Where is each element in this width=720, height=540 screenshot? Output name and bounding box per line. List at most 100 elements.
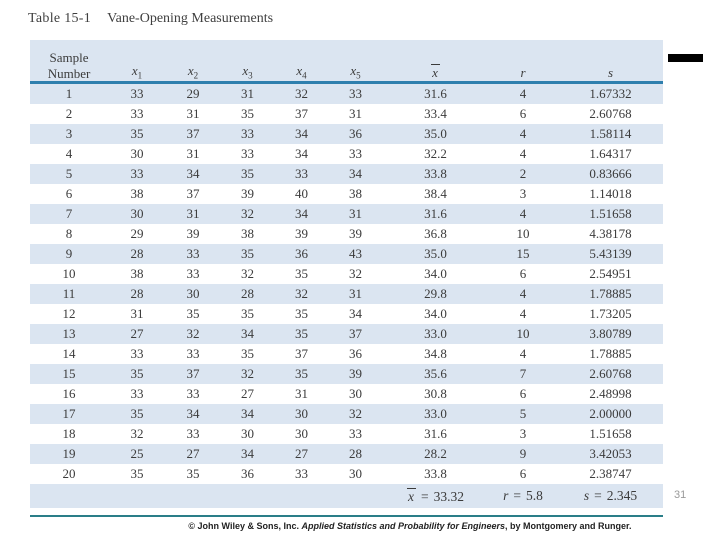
cell-x1: 33	[130, 386, 144, 401]
cell-x2: 39	[186, 226, 200, 241]
cell-x4: 35	[275, 364, 328, 384]
cell-x3: 34	[220, 324, 275, 344]
mean-stdev-value: 2.345	[606, 488, 638, 503]
cell-sample: 10	[62, 266, 76, 281]
cell-xbar: 34.8	[424, 346, 447, 361]
cell-x3: 28	[220, 284, 275, 304]
cell-x3: 34	[220, 404, 275, 424]
dash-decoration	[668, 54, 703, 62]
cell-x3: 27	[241, 386, 254, 401]
cell-x3: 33	[220, 124, 275, 144]
cell-x2: 33	[186, 346, 200, 361]
table-row: 2 33 31 35 37 31 33.4 6 2.60768	[30, 104, 663, 124]
table-row: 12 31 35 35 35 34 34.0 4 1.73205	[30, 304, 663, 324]
cell-xbar: 35.0	[383, 244, 488, 264]
cell-sample: 9	[30, 244, 108, 264]
cell-r: 6	[519, 266, 527, 281]
cell-xbar: 28.2	[383, 444, 488, 464]
cell-x4: 34	[295, 146, 308, 161]
table-caption: Vane-Opening Measurements	[107, 11, 274, 26]
table-row: 16 33 33 27 31 30 30.8 6 2.48998	[30, 384, 663, 404]
cell-s: 1.73205	[589, 306, 632, 321]
cell-r: 7	[488, 364, 558, 384]
summary-s: s = 2.345	[558, 484, 663, 508]
cell-xbar: 31.6	[383, 204, 488, 224]
cell-x2: 31	[186, 146, 200, 161]
cell-x4: 30	[295, 426, 308, 441]
cell-s: 4.38178	[589, 226, 632, 241]
cell-x2: 37	[186, 186, 200, 201]
cell-x3: 32	[220, 364, 275, 384]
xbar-symbol: x	[407, 487, 416, 504]
cell-x2: 34	[166, 404, 220, 424]
cell-s: 3.42053	[558, 444, 663, 464]
cell-x5: 43	[328, 244, 383, 264]
cell-r: 4	[488, 284, 558, 304]
cell-s: 0.83666	[558, 164, 663, 184]
cell-x2: 35	[186, 466, 200, 481]
cell-x2: 33	[186, 426, 200, 441]
table-number: Table 15-1	[28, 11, 92, 26]
cell-sample: 1	[30, 82, 108, 104]
sample-header-line2: Number	[47, 65, 91, 81]
cell-x1: 33	[130, 106, 144, 121]
cell-sample: 8	[65, 226, 73, 241]
cell-r: 2	[488, 164, 558, 184]
cell-x5: 28	[328, 444, 383, 464]
copyright-suffix: , by Montgomery and Runger.	[505, 521, 632, 531]
cell-x4: 40	[295, 186, 308, 201]
cell-xbar: 30.8	[424, 386, 447, 401]
cell-x4: 34	[275, 204, 328, 224]
cell-s: 3.80789	[558, 324, 663, 344]
cell-r: 3	[519, 186, 527, 201]
cell-xbar: 34.0	[424, 266, 447, 281]
cell-x3: 36	[241, 466, 254, 481]
cell-x2: 29	[166, 82, 220, 104]
cell-x5: 36	[328, 124, 383, 144]
cell-x2: 31	[186, 106, 200, 121]
cell-x1: 31	[130, 306, 144, 321]
cell-x4: 33	[275, 164, 328, 184]
cell-s: 1.14018	[589, 186, 632, 201]
cell-sample: 18	[62, 426, 76, 441]
cell-x3: 39	[241, 186, 254, 201]
cell-xbar: 38.4	[424, 186, 447, 201]
table-row: 9 28 33 35 36 43 35.0 15 5.43139	[30, 244, 663, 264]
cell-x3: 34	[220, 444, 275, 464]
cell-x2: 33	[186, 386, 200, 401]
cell-x5: 33	[349, 146, 362, 161]
cell-x5: 31	[328, 204, 383, 224]
cell-r: 6	[519, 106, 527, 121]
table-row: 3 35 37 33 34 36 35.0 4 1.58114	[30, 124, 663, 144]
cell-x3: 30	[241, 426, 254, 441]
header-row: Sample Number x1 x2 x3 x4 x5 x r s	[30, 40, 663, 84]
cell-xbar: 35.0	[383, 124, 488, 144]
table-row: 10 38 33 32 35 32 34.0 6 2.54951	[30, 264, 663, 284]
cell-r: 4	[488, 204, 558, 224]
cell-x1: 28	[108, 244, 166, 264]
cell-sample: 4	[65, 146, 73, 161]
table-row: 20 35 35 36 33 30 33.8 6 2.38747	[30, 464, 663, 484]
cell-x4: 35	[295, 266, 308, 281]
table-row: 4 30 31 33 34 33 32.2 4 1.64317	[30, 144, 663, 164]
cell-sample: 15	[30, 364, 108, 384]
cell-r: 4	[488, 82, 558, 104]
cell-sample: 13	[30, 324, 108, 344]
col-header-xbar: x	[383, 40, 488, 84]
table-row: 15 35 37 32 35 39 35.6 7 2.60768	[30, 364, 663, 384]
cell-x1: 33	[108, 82, 166, 104]
cell-xbar: 32.2	[424, 146, 447, 161]
cell-sample: 3	[30, 124, 108, 144]
cell-xbar: 34.0	[424, 306, 447, 321]
cell-x3: 33	[241, 146, 254, 161]
cell-x2: 33	[166, 244, 220, 264]
cell-x3: 32	[220, 204, 275, 224]
col-header-x5: x5	[328, 40, 383, 84]
table-row: 7 30 31 32 34 31 31.6 4 1.51658	[30, 204, 663, 224]
grand-mean-value: 33.32	[433, 488, 464, 504]
cell-s: 1.51658	[589, 426, 632, 441]
cell-x4: 32	[275, 284, 328, 304]
cell-x5: 33	[328, 82, 383, 104]
cell-xbar: 35.6	[383, 364, 488, 384]
cell-x5: 38	[349, 186, 362, 201]
